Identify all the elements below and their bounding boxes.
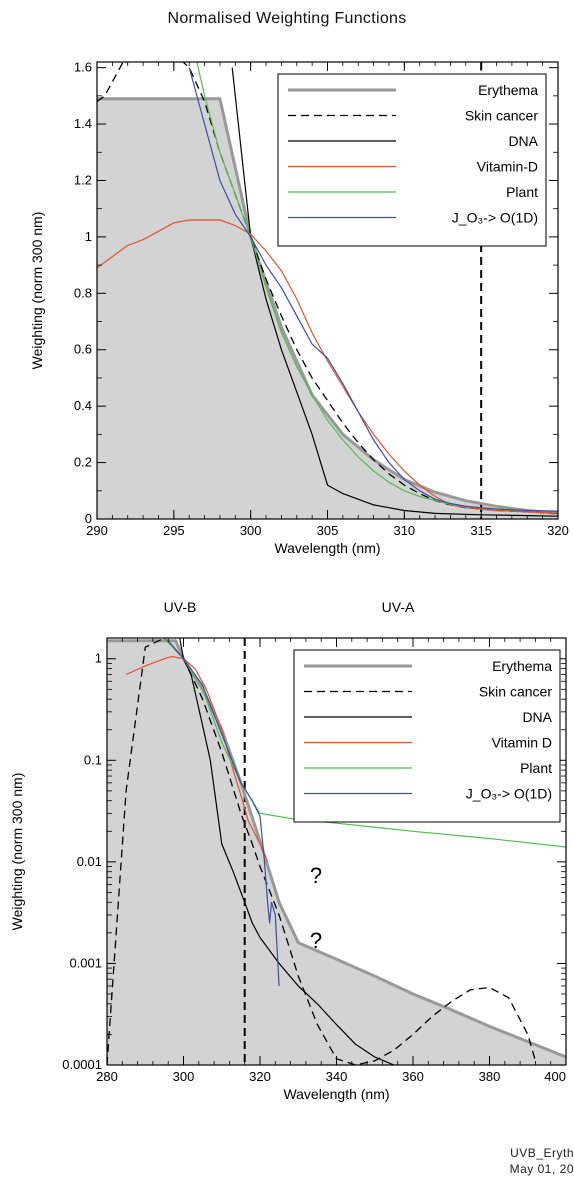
erythema-fill-area: [97, 98, 558, 519]
series-line-5: [167, 640, 280, 987]
x-tick-label: 300: [173, 1069, 195, 1084]
y-tick-label: 1.6: [74, 60, 92, 75]
page-title: Normalised Weighting Functions: [167, 10, 407, 27]
x-tick-label: 305: [317, 523, 339, 538]
x-tick-label: 300: [240, 523, 262, 538]
footer-date: May 01, 20: [509, 1162, 574, 1176]
series-line-2: [231, 67, 558, 517]
legend-label-1: Skin cancer: [465, 108, 538, 124]
series-line-3: [125, 655, 269, 863]
series-line-1: [97, 62, 558, 515]
uva-region-label: UV-A: [382, 599, 415, 615]
y-tick-label: 0.2: [74, 455, 92, 470]
x-tick-label: 290: [86, 523, 108, 538]
y-tick-label: 1.2: [74, 172, 92, 187]
y-tick-label: 0.0001: [62, 1057, 102, 1072]
x-tick-label: 380: [479, 1069, 501, 1084]
legend-label-2: DNA: [522, 709, 552, 725]
legend-label-5: J_O₃-> O(1D): [466, 786, 552, 802]
series-line-5: [188, 67, 558, 512]
legend-label-4: Plant: [506, 184, 538, 200]
uvb-region-label: UV-B: [164, 599, 197, 615]
x-axis-label: Wavelength (nm): [274, 540, 380, 556]
legend-label-3: Vitamin D: [492, 735, 552, 751]
x-axis-label: Wavelength (nm): [283, 1086, 389, 1102]
y-tick-label: 1.4: [74, 116, 92, 131]
x-tick-label: 315: [470, 523, 492, 538]
series-line-2: [179, 638, 395, 1065]
legend-label-2: DNA: [508, 133, 538, 149]
x-tick-label: 340: [326, 1069, 348, 1084]
y-tick-label: 0.01: [77, 854, 102, 869]
y-tick-label: 0.4: [74, 398, 92, 413]
legend-label-4: Plant: [520, 760, 552, 776]
legend-label-1: Skin cancer: [479, 684, 552, 700]
vitamin-d-question-mark: ?: [310, 863, 322, 888]
y-tick-label: 0.1: [84, 752, 102, 767]
y-tick-label: 0.001: [69, 955, 102, 970]
erythema-fill-area: [107, 640, 566, 1065]
x-tick-label: 310: [393, 523, 415, 538]
legend-label-0: Erythema: [492, 658, 552, 674]
x-tick-label: 320: [249, 1069, 271, 1084]
y-tick-label: 0.8: [74, 285, 92, 300]
legend-label-5: J_O₃-> O(1D): [452, 210, 538, 226]
top-plot-area: [97, 62, 558, 519]
x-tick-label: 280: [96, 1069, 118, 1084]
top-chart: 290 295 300 305 310 315 320 0 0.2 0.4 0.6 0.8 1 1.2 1.…: [29, 60, 569, 556]
x-tick-label: 400: [544, 1069, 566, 1084]
y-tick-label: 0.6: [74, 342, 92, 357]
j-o3-question-mark: ?: [310, 928, 322, 953]
bottom-chart: 280 300 320 340 360 380 400 0.0001 0.001 0.01 0.1 1…: [9, 599, 567, 1102]
y-tick-label: 0: [85, 511, 92, 526]
legend-label-3: Vitamin-D: [477, 159, 538, 175]
x-tick-label: 320: [547, 523, 569, 538]
series-line-4: [163, 638, 566, 848]
y-axis-label: Weighting (norm 300 nm): [9, 773, 25, 931]
series-line-3: [97, 219, 558, 514]
footer-filename: UVB_Eryth: [510, 1146, 574, 1160]
x-tick-label: 295: [163, 523, 185, 538]
bottom-plot-area: [107, 638, 566, 1065]
x-tick-label: 360: [402, 1069, 424, 1084]
y-axis-label: Weighting (norm 300 nm): [29, 212, 45, 370]
y-tick-label: 1: [85, 229, 92, 244]
legend-label-0: Erythema: [478, 82, 538, 98]
y-tick-label: 1: [95, 651, 102, 666]
